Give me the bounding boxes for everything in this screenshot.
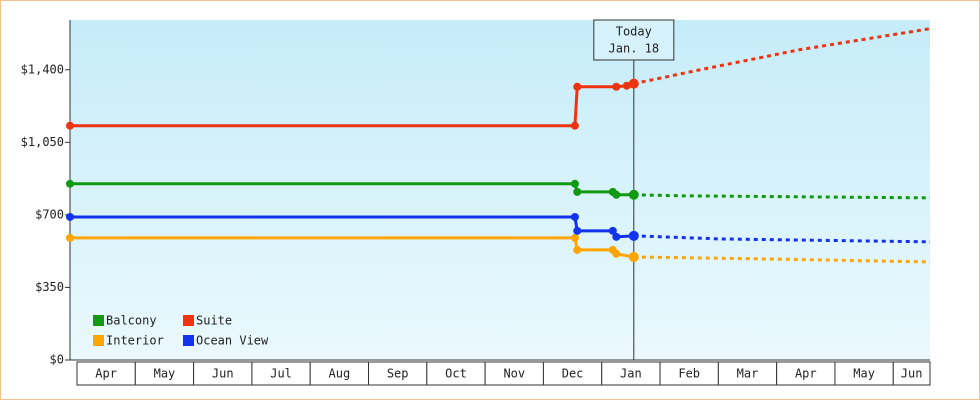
price-point: [570, 233, 579, 242]
price-point: [66, 233, 74, 242]
y-tick-label: $1,400: [21, 62, 64, 76]
y-tick-label: $1,050: [21, 135, 64, 149]
price-point: [628, 189, 639, 200]
y-tick-label: $0: [50, 353, 64, 367]
legend-swatch: [93, 315, 104, 326]
price-point: [608, 226, 617, 235]
y-tick-label: $350: [35, 280, 64, 294]
x-tick-label: May: [154, 367, 176, 381]
legend-label: Ocean View: [196, 334, 269, 348]
legend-label: Interior: [106, 334, 164, 348]
x-tick-label: Apr: [795, 367, 817, 381]
x-tick-label: Oct: [445, 367, 467, 381]
y-tick-label: $700: [35, 207, 64, 221]
plot-area: [70, 20, 930, 360]
legend-label: Suite: [196, 314, 232, 328]
x-tick-label: Sep: [387, 367, 409, 381]
price-point: [573, 187, 582, 196]
price-point: [628, 251, 639, 262]
x-tick-label: Mar: [737, 367, 759, 381]
price-point: [570, 179, 579, 188]
price-point: [573, 82, 582, 91]
x-tick-box: [892, 361, 931, 386]
x-tick-label: Dec: [562, 367, 584, 381]
today-label: Jan. 18: [609, 42, 660, 56]
today-box: [593, 19, 675, 61]
legend-label: Balcony: [106, 314, 157, 328]
x-tick-label: Nov: [503, 367, 525, 381]
legend-swatch: [183, 335, 194, 346]
x-tick-label: Jun: [901, 367, 923, 381]
price-point: [573, 226, 582, 235]
price-point: [612, 232, 621, 241]
price-point: [628, 78, 639, 89]
price-point: [628, 230, 639, 241]
x-tick-label: Apr: [95, 367, 117, 381]
x-tick-label: May: [853, 367, 875, 381]
forecast-line: [633, 27, 931, 86]
price-point: [612, 82, 621, 91]
forecast-line: [633, 234, 931, 244]
forecast-line: [633, 255, 931, 264]
price-point: [612, 249, 621, 258]
x-tick-label: Jun: [212, 367, 234, 381]
legend-swatch: [93, 335, 104, 346]
price-point: [66, 179, 74, 188]
x-tick-label: Feb: [678, 367, 700, 381]
x-tick-label: Aug: [329, 367, 351, 381]
today-label: Today: [616, 25, 652, 39]
price-point: [612, 190, 621, 199]
price-point: [66, 121, 74, 130]
price-point: [570, 121, 579, 130]
price-point: [570, 212, 579, 221]
price-point: [573, 245, 582, 254]
legend-swatch: [183, 315, 194, 326]
x-tick-label: Jul: [270, 367, 292, 381]
price-point: [66, 212, 74, 221]
x-tick-label: Jan: [620, 367, 642, 381]
